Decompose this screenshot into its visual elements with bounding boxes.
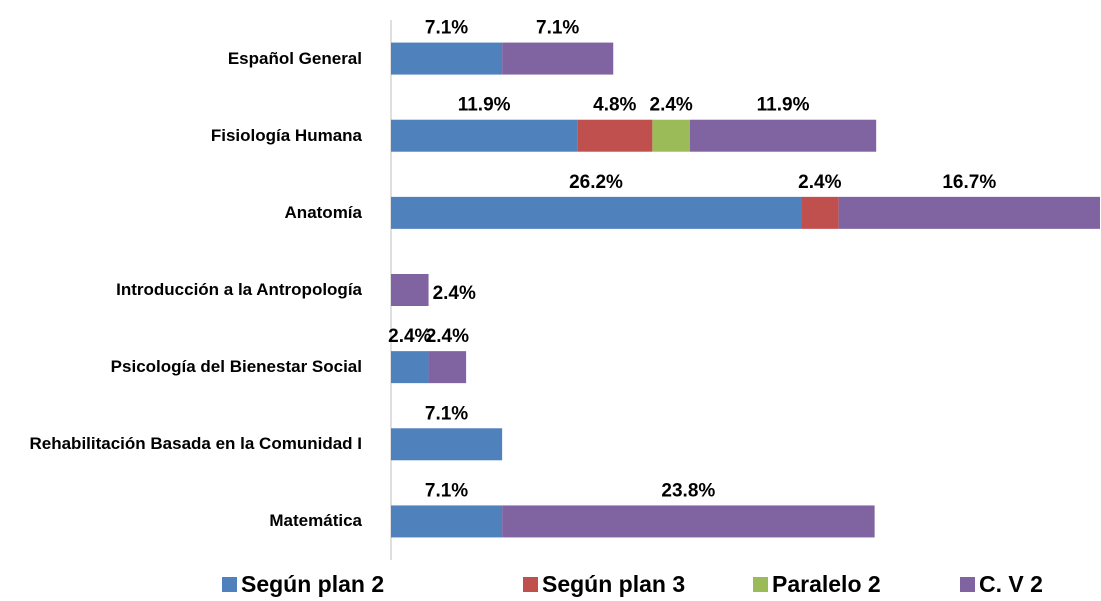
legend-label: C. V 2: [979, 571, 1043, 597]
data-label: 16.7%: [942, 172, 996, 193]
legend-label: Según plan 3: [542, 571, 685, 597]
bar-segment: [577, 119, 653, 152]
category-label: Psicología del Bienestar Social: [110, 357, 362, 377]
bar-segment: [391, 274, 429, 306]
data-label: 7.1%: [425, 403, 468, 424]
category-label: Español General: [227, 48, 362, 68]
category-label: Fisiología Humana: [210, 125, 362, 145]
bar-segment: [391, 42, 503, 75]
category-label: Matemática: [269, 511, 362, 531]
data-label: 2.4%: [798, 172, 841, 193]
data-label: 11.9%: [757, 95, 810, 116]
bar-segment: [502, 505, 875, 538]
bar-segment: [838, 196, 1100, 229]
data-label: 2.4%: [650, 95, 693, 116]
bar-segment: [428, 351, 467, 384]
bar-segment: [689, 119, 877, 152]
bar-segment: [391, 196, 802, 229]
bar-segment: [391, 119, 578, 152]
bar-segment: [391, 505, 503, 538]
data-label: 2.4%: [433, 283, 476, 304]
bar-segment: [801, 196, 839, 229]
bar-segment: [652, 119, 690, 152]
legend-swatch: [222, 577, 237, 592]
data-label: 11.9%: [458, 95, 511, 116]
category-label: Introducción a la Antropología: [116, 280, 362, 299]
category-label: Anatomía: [284, 202, 362, 222]
data-label: 2.4%: [388, 326, 431, 347]
legend-label: Según plan 2: [241, 571, 384, 597]
bar-segment: [502, 42, 614, 75]
category-label: Rehabilitación Basada en la Comunidad I: [29, 434, 362, 454]
data-label: 7.1%: [425, 18, 468, 39]
bar-segment: [391, 428, 503, 461]
data-label: 2.4%: [426, 326, 469, 347]
legend-swatch: [960, 577, 975, 592]
legend-label: Paralelo 2: [772, 571, 881, 597]
data-label: 7.1%: [536, 18, 579, 39]
data-label: 7.1%: [425, 480, 468, 501]
legend-swatch: [523, 577, 538, 592]
bar-segment: [391, 351, 429, 384]
data-label: 26.2%: [569, 172, 623, 193]
data-label: 23.8%: [661, 480, 715, 501]
legend-swatch: [753, 577, 768, 592]
data-label: 4.8%: [593, 95, 636, 116]
